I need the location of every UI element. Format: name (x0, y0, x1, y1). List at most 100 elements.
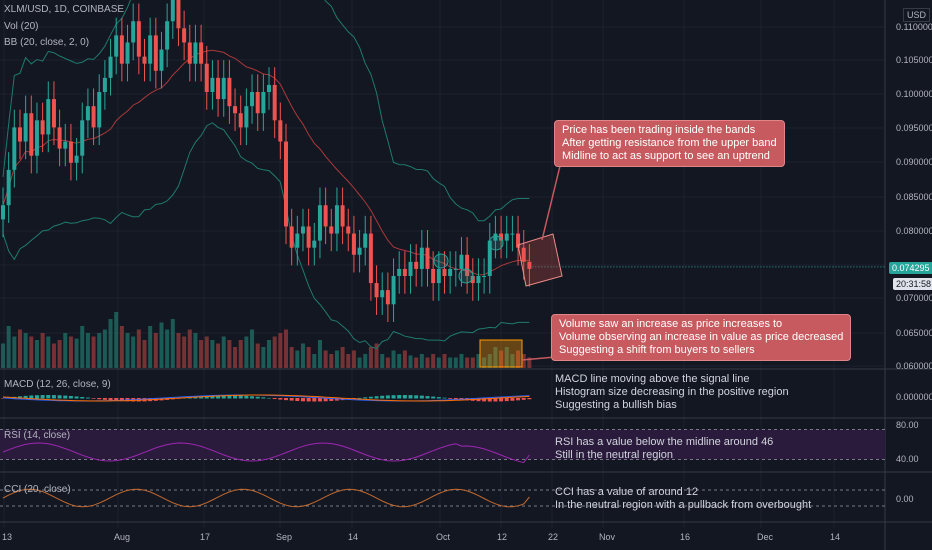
macd-histogram-bar (238, 395, 243, 399)
candle-body (40, 120, 45, 135)
volume-bar (74, 338, 79, 368)
annotation-line: Volume saw an increase as price increase… (559, 318, 783, 330)
annotation-pointer (541, 165, 561, 241)
cci-annotation: CCI has a value of around 12 In the neut… (555, 486, 811, 512)
candle-body (527, 261, 532, 269)
volume-bar (363, 354, 368, 368)
annotation-line: Suggesting a bullish bias (555, 399, 677, 411)
volume-bar (216, 343, 221, 368)
candle-body (51, 99, 56, 128)
macd-histogram-bar (527, 398, 532, 400)
macd-histogram-bar (29, 395, 34, 399)
currency-label[interactable]: USD (903, 8, 931, 22)
candle-body (255, 92, 260, 114)
macd-histogram-bar (425, 396, 430, 399)
candle-body (402, 268, 407, 276)
date-tick: 22 (548, 532, 559, 542)
volume-bar (23, 333, 28, 368)
volume-bar (340, 347, 345, 368)
macd-histogram-bar (317, 398, 322, 402)
date-tick: 12 (497, 532, 508, 542)
candle-body (267, 84, 272, 92)
macd-histogram-bar (272, 398, 277, 400)
volume-bar (470, 357, 475, 368)
bb-indicator-label[interactable]: BB (20, close, 2, 0) (4, 37, 90, 48)
volume-bar (357, 357, 362, 368)
macd-histogram-bar (300, 398, 305, 402)
volume-bar (351, 350, 356, 368)
annotation-line: In the neutral region with a pullback fr… (555, 499, 812, 511)
candle-body (374, 283, 379, 298)
candle-body (380, 290, 385, 298)
candle-body (199, 42, 204, 64)
candle-body (125, 42, 130, 64)
candle-body (12, 127, 17, 170)
candle-body (448, 268, 453, 276)
price-tick: 0.110000 (896, 22, 932, 32)
candle-body (521, 247, 526, 262)
macd-histogram-bar (295, 398, 300, 401)
macd-histogram-bar (267, 397, 272, 399)
candle-body (63, 141, 68, 149)
volume-bar (142, 340, 147, 368)
volume-bar (499, 350, 504, 368)
candle-body (29, 113, 34, 156)
volume-bar (108, 319, 113, 368)
cci-line (2, 488, 530, 508)
macd-histogram-bar (284, 398, 288, 401)
price-tick: 0.090000 (896, 157, 932, 167)
candle-body (442, 268, 447, 276)
rsi-band-fill (0, 429, 885, 460)
macd-label[interactable]: MACD (12, 26, close, 9) (4, 379, 111, 390)
macd-histogram-bar (80, 396, 85, 399)
candle-body (193, 42, 198, 64)
candle-body (1, 205, 5, 220)
bb-upper-line (2, 0, 530, 222)
vol-indicator-label[interactable]: Vol (20) (4, 21, 39, 32)
candle-body (470, 276, 475, 284)
volume-bar (250, 329, 255, 368)
candle-body (34, 120, 39, 156)
macd-histogram-bar (402, 395, 407, 399)
candle-body (397, 268, 402, 276)
volume-bar (408, 355, 413, 368)
volume-bar (131, 336, 136, 368)
macd-histogram-bar (102, 398, 107, 400)
cci-label[interactable]: CCI (20, close) (4, 484, 71, 495)
candle-body (17, 127, 22, 142)
volume-bar (289, 347, 294, 368)
candle-body (238, 113, 243, 128)
volume-bar (402, 350, 407, 368)
candle-body (408, 261, 413, 276)
candle-body (46, 99, 51, 135)
rsi-label[interactable]: RSI (14, close) (4, 430, 71, 441)
candle-body (170, 0, 175, 22)
candle-body (102, 77, 107, 92)
volume-bar (385, 357, 390, 368)
bands-annotation[interactable]: Price has been trading inside the bands … (554, 120, 785, 167)
candle-body (340, 205, 345, 227)
volume-bar (425, 357, 430, 368)
date-tick: Oct (436, 532, 451, 542)
macd-histogram-bar (250, 396, 255, 399)
volume-bar (510, 354, 515, 368)
volume-bar (487, 354, 492, 368)
volume-annotation[interactable]: Volume saw an increase as price increase… (551, 314, 852, 361)
annotation-line: After getting resistance from the upper … (562, 137, 777, 149)
volume-bar (300, 343, 305, 368)
macd-histogram-bar (408, 395, 413, 399)
volume-bar (80, 326, 85, 368)
macd-histogram-bar (108, 398, 113, 401)
volume-bar (448, 357, 453, 368)
candle-body (187, 42, 192, 64)
volume-bar (6, 326, 11, 368)
candle-body (499, 233, 504, 241)
candle-body (80, 120, 85, 156)
macd-histogram-bar (436, 397, 441, 399)
candle-body (284, 141, 288, 227)
candle-body (165, 21, 170, 50)
price-tick: 0.065000 (896, 328, 932, 338)
symbol-line[interactable]: XLM/USD, 1D, COINBASE (4, 4, 125, 15)
candle-body (142, 56, 147, 64)
